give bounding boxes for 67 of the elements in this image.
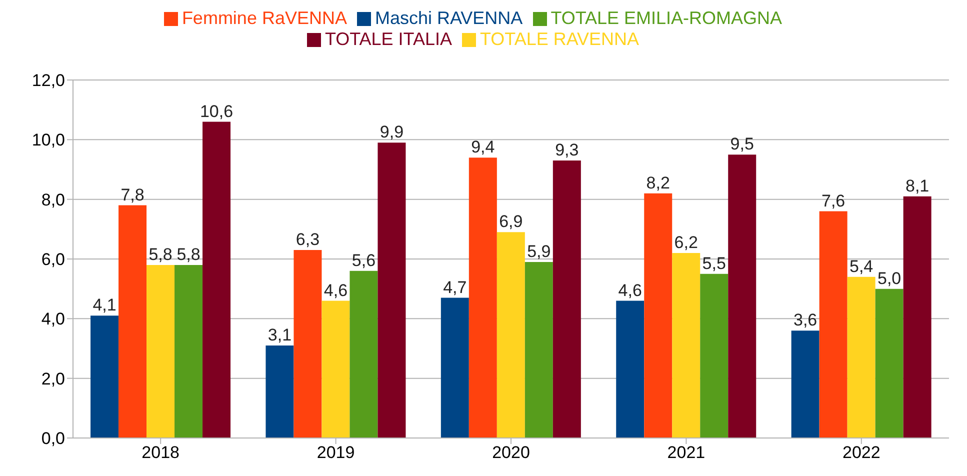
bar <box>202 122 231 438</box>
bar <box>728 154 756 438</box>
data-label: 5,4 <box>850 256 874 276</box>
x-tick-label: 2019 <box>316 443 355 462</box>
y-tick-label: 4,0 <box>41 310 65 329</box>
data-label: 10,6 <box>200 102 234 121</box>
legend-label: Maschi RAVENNA <box>374 8 523 28</box>
data-label: 7,6 <box>822 191 846 210</box>
data-label: 6,3 <box>296 230 320 250</box>
bar <box>644 193 672 438</box>
y-tick-label: 0,0 <box>41 429 65 448</box>
x-tick-label: 2018 <box>142 443 180 462</box>
data-label: 6,2 <box>674 233 698 252</box>
data-label: 8,1 <box>906 176 930 196</box>
bar <box>294 250 322 438</box>
bar <box>552 160 581 438</box>
bar <box>700 274 728 438</box>
bar <box>90 316 119 438</box>
legend-label: TOTALE RAVENNA <box>480 29 640 49</box>
bar <box>524 262 553 438</box>
data-label: 5,8 <box>176 244 200 264</box>
data-label: 5,9 <box>527 242 551 261</box>
bar <box>496 232 525 438</box>
bar <box>903 196 932 438</box>
data-label: 5,8 <box>148 244 172 264</box>
bar <box>791 330 820 438</box>
bar <box>322 300 350 438</box>
data-label: 9,4 <box>471 138 495 157</box>
legend-label: TOTALE ITALIA <box>324 29 452 49</box>
data-label: 7,8 <box>120 185 144 204</box>
data-label: 5,6 <box>352 250 376 270</box>
bar <box>440 298 469 438</box>
x-tick-label: 2022 <box>842 443 880 462</box>
bar <box>672 253 700 438</box>
bar <box>819 211 848 438</box>
x-tick-label: 2020 <box>492 443 530 462</box>
bar <box>616 300 644 438</box>
data-label: 4,6 <box>618 280 642 300</box>
bar <box>146 264 175 438</box>
bar <box>174 264 203 438</box>
data-label: 3,6 <box>794 310 818 330</box>
bar <box>847 276 876 438</box>
x-tick-label: 2021 <box>667 443 706 462</box>
bar <box>875 288 904 438</box>
y-tick-label: 2,0 <box>41 369 65 388</box>
y-tick-label: 6,0 <box>41 250 65 270</box>
legend-label: Femmine RaVENNA <box>182 8 347 28</box>
data-label: 9,9 <box>380 122 404 142</box>
data-label: 5,0 <box>878 268 902 288</box>
y-tick-label: 12,0 <box>32 71 65 90</box>
bar <box>350 270 378 438</box>
data-label: 8,2 <box>646 173 670 192</box>
y-tick-label: 8,0 <box>41 190 65 210</box>
data-label: 6,9 <box>499 212 523 232</box>
data-label: 4,6 <box>324 280 348 300</box>
legend-label: TOTALE EMILIA-ROMAGNA <box>550 8 782 28</box>
data-label: 5,5 <box>702 254 726 273</box>
y-tick-label: 10,0 <box>32 130 65 150</box>
data-label: 3,1 <box>268 326 292 345</box>
bar <box>378 142 406 438</box>
data-label: 4,7 <box>443 278 467 297</box>
data-label: 9,5 <box>730 134 754 154</box>
bar <box>118 205 147 438</box>
data-label: 4,1 <box>92 296 116 315</box>
bar <box>266 346 294 438</box>
data-label: 9,3 <box>555 140 579 160</box>
bar <box>468 158 497 438</box>
